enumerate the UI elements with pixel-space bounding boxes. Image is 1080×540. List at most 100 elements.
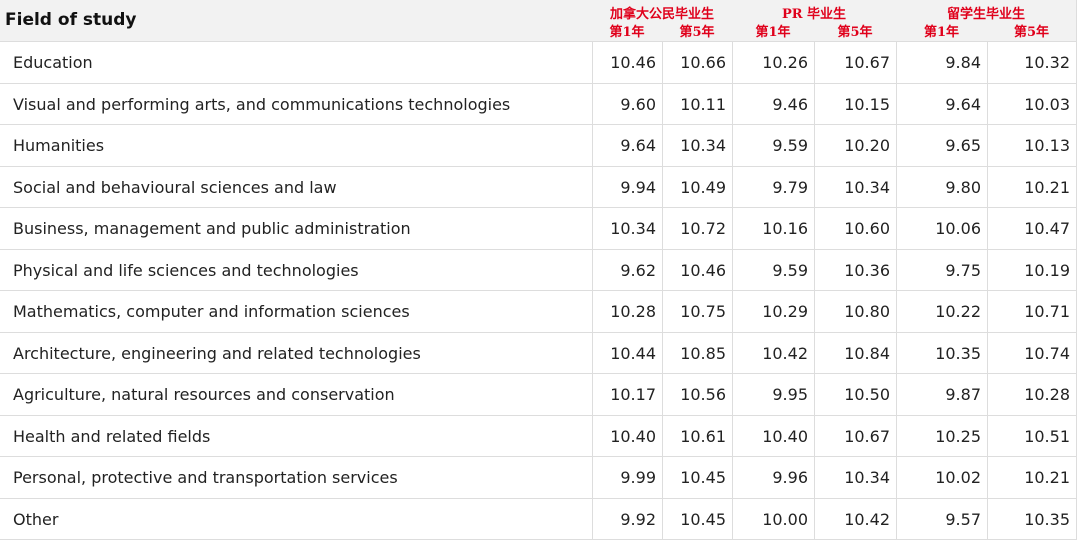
row-label: Visual and performing arts, and communic…: [13, 94, 511, 114]
cell: 9.59: [732, 249, 814, 291]
row-label: Other: [13, 509, 59, 529]
cell: 9.60: [592, 83, 662, 125]
cell: 10.34: [814, 457, 896, 499]
cell: 9.64: [896, 83, 987, 125]
header-title: Field of study: [5, 10, 137, 30]
cell: 10.85: [662, 332, 732, 374]
cell: 10.16: [732, 208, 814, 250]
cell: 10.13: [987, 125, 1076, 167]
row-label: Business, management and public administ…: [13, 219, 411, 238]
row-label: Mathematics, computer and information sc…: [13, 302, 410, 321]
row-line: [0, 82, 1076, 84]
cell: 10.71: [987, 291, 1076, 333]
sub-label: 第5年: [679, 25, 715, 40]
cell: 10.60: [814, 208, 896, 250]
row-line: [0, 207, 1076, 208]
group-label: 加拿大公民毕业生: [609, 7, 714, 22]
row-label: Physical and life sciences and technolog…: [13, 260, 359, 280]
row-label: Agriculture, natural resources and conse…: [13, 385, 395, 404]
cell: 10.21: [987, 457, 1076, 499]
cell: 10.49: [662, 166, 732, 208]
cell: 10.35: [896, 332, 987, 374]
cell: 10.32: [987, 42, 1076, 84]
group-label: PR 毕业生: [781, 7, 847, 22]
header-bg: [0, 0, 1076, 42]
cell: 10.75: [662, 291, 732, 333]
cell: 10.80: [814, 291, 896, 333]
cell: 10.19: [987, 249, 1076, 291]
cell: 10.34: [592, 208, 662, 250]
row-line: [0, 124, 1076, 125]
row-line: [0, 165, 1076, 167]
row-line: [0, 414, 1076, 416]
cell: 9.57: [896, 498, 987, 540]
cell: 10.47: [987, 208, 1076, 250]
cell: 10.67: [814, 42, 896, 84]
cell: 9.92: [592, 498, 662, 540]
cell: 10.36: [814, 249, 896, 291]
cell: 10.84: [814, 332, 896, 374]
cell: 9.84: [896, 42, 987, 84]
cell: 10.66: [662, 42, 732, 84]
cell: 9.64: [592, 125, 662, 167]
cell: 10.72: [662, 208, 732, 250]
cell: 9.46: [732, 83, 814, 125]
cell: 10.46: [592, 42, 662, 84]
row-label: Social and behavioural sciences and law: [13, 177, 337, 197]
cell: 10.06: [896, 208, 987, 250]
row-line: [0, 497, 1076, 499]
row-line: [0, 456, 1076, 457]
cell: 9.95: [732, 374, 814, 416]
cell: 10.45: [662, 457, 732, 499]
cell: 10.44: [592, 332, 662, 374]
sub-label: 第5年: [1013, 25, 1050, 40]
cell: 10.50: [814, 374, 896, 416]
row-label: Personal, protective and transportation …: [13, 468, 398, 487]
row-label: Humanities: [13, 136, 105, 155]
cell: 10.02: [896, 457, 987, 499]
cell: 9.79: [732, 166, 814, 208]
cell: 10.40: [732, 415, 814, 457]
cell: 10.26: [732, 42, 814, 84]
cell: 9.80: [896, 166, 987, 208]
cell: 10.40: [592, 415, 662, 457]
cell: 10.11: [662, 83, 732, 125]
cell: 9.59: [732, 125, 814, 167]
row-label: Health and related fields: [13, 426, 211, 446]
cell: 10.34: [662, 125, 732, 167]
cell: 9.87: [896, 374, 987, 416]
cell: 10.42: [732, 332, 814, 374]
cell: 10.00: [732, 498, 814, 540]
cell: 9.94: [592, 166, 662, 208]
cell: 10.17: [592, 374, 662, 416]
cell: 10.42: [814, 498, 896, 540]
cell: 10.25: [896, 415, 987, 457]
sub-label: 第1年: [755, 25, 791, 40]
cell: 9.75: [896, 249, 987, 291]
cell: 9.65: [896, 125, 987, 167]
cell: 10.22: [896, 291, 987, 333]
cell: 10.34: [814, 166, 896, 208]
cell: 10.15: [814, 83, 896, 125]
sub-label: 第1年: [609, 25, 645, 40]
cell: 10.03: [987, 83, 1076, 125]
cell: 10.46: [662, 249, 732, 291]
cell: 10.28: [987, 374, 1076, 416]
row-label: Education: [13, 53, 93, 72]
cell: 10.51: [987, 415, 1076, 457]
cell: 10.67: [814, 415, 896, 457]
row-line: [0, 248, 1076, 250]
cell: 10.29: [732, 291, 814, 333]
cell: 9.99: [592, 457, 662, 499]
cell: 10.45: [662, 498, 732, 540]
cell: 10.35: [987, 498, 1076, 540]
cell: 10.56: [662, 374, 732, 416]
cell: 9.96: [732, 457, 814, 499]
cell: 10.20: [814, 125, 896, 167]
row-line: [0, 373, 1076, 374]
cell: 10.21: [987, 166, 1076, 208]
right-border: [1076, 0, 1077, 540]
row-line: [0, 290, 1076, 291]
row-line: [0, 331, 1076, 333]
